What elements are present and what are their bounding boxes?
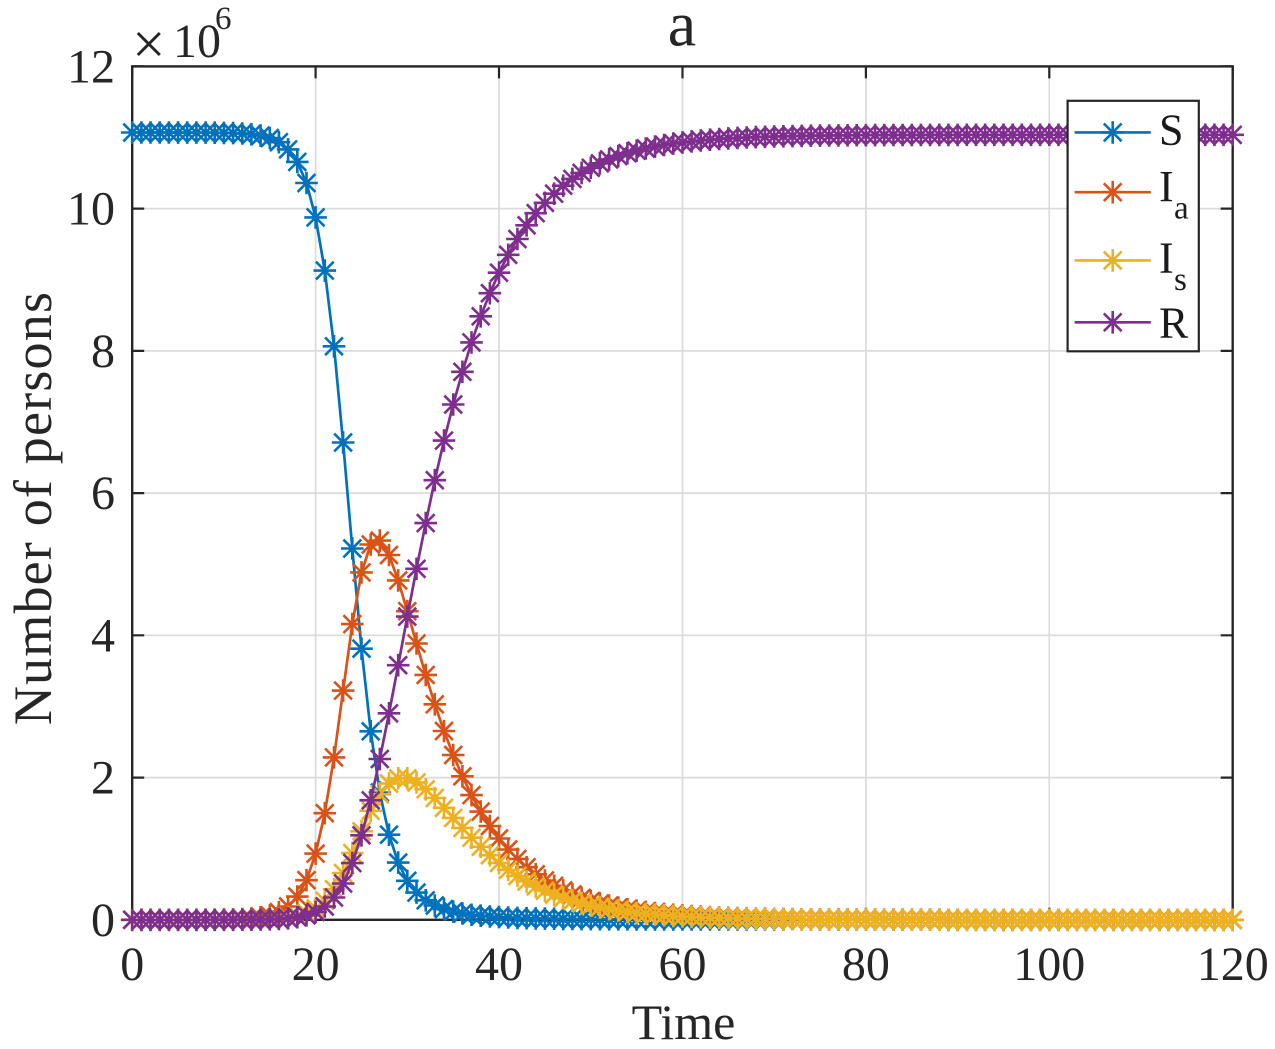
svg-text:8: 8 <box>91 325 115 378</box>
svg-text:4: 4 <box>91 609 115 662</box>
svg-text:20: 20 <box>292 938 340 991</box>
svg-text:R: R <box>1159 298 1189 347</box>
svg-text:0: 0 <box>120 938 144 991</box>
svg-text:10: 10 <box>173 15 221 68</box>
svg-text:I: I <box>1159 162 1174 211</box>
svg-text:120: 120 <box>1197 938 1269 991</box>
svg-text:Number of persons: Number of persons <box>3 291 63 725</box>
svg-text:a: a <box>668 0 696 60</box>
svg-text:100: 100 <box>1013 938 1085 991</box>
svg-text:10: 10 <box>67 183 115 236</box>
svg-text:s: s <box>1174 262 1187 298</box>
svg-text:80: 80 <box>842 938 890 991</box>
svg-text:40: 40 <box>475 938 523 991</box>
svg-text:6: 6 <box>215 1 232 37</box>
svg-text:S: S <box>1159 106 1183 155</box>
svg-text:2: 2 <box>91 752 115 805</box>
svg-text:a: a <box>1174 191 1189 227</box>
svg-text:12: 12 <box>67 40 115 93</box>
svg-text:60: 60 <box>659 938 707 991</box>
svg-text:Time: Time <box>632 994 736 1049</box>
svg-text:I: I <box>1159 234 1174 283</box>
svg-text:0: 0 <box>91 894 115 947</box>
svg-text:6: 6 <box>91 467 115 520</box>
